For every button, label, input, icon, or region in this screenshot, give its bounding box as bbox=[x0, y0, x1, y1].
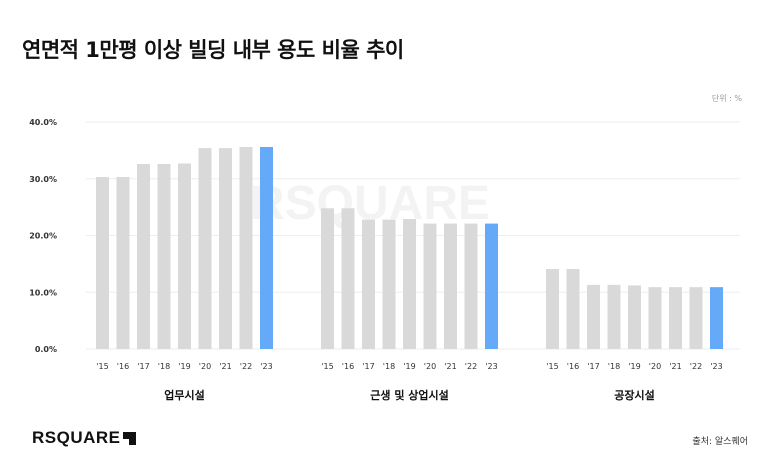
group-label: 근생 및 상업시설 bbox=[370, 388, 449, 402]
group-label: 업무시설 bbox=[164, 388, 204, 402]
x-tick-label: '19 bbox=[178, 362, 190, 371]
x-tick-label: '22 bbox=[240, 362, 252, 371]
x-tick-label: '20 bbox=[424, 362, 436, 371]
bar bbox=[689, 287, 703, 349]
x-tick-label: '21 bbox=[669, 362, 681, 371]
bar bbox=[546, 268, 559, 349]
x-tick-label: '15 bbox=[96, 362, 108, 371]
bar bbox=[219, 148, 232, 349]
x-tick-label: '16 bbox=[117, 362, 129, 371]
x-tick-label: '18 bbox=[383, 362, 395, 371]
bar bbox=[382, 219, 396, 349]
x-tick-label: '23 bbox=[260, 362, 272, 371]
bar bbox=[423, 223, 437, 349]
y-tick-label: 10.0% bbox=[29, 288, 57, 297]
x-tick-label: '21 bbox=[219, 362, 231, 371]
bar bbox=[628, 285, 641, 349]
x-tick-label: '15 bbox=[321, 362, 333, 371]
logo-text: RSQUARE bbox=[32, 428, 121, 447]
x-tick-label: '22 bbox=[465, 362, 477, 371]
y-tick-label: 40.0% bbox=[29, 118, 57, 127]
bar bbox=[178, 163, 191, 349]
bar bbox=[321, 208, 334, 349]
x-tick-label: '18 bbox=[608, 362, 620, 371]
x-tick-label: '16 bbox=[342, 362, 354, 371]
x-tick-label: '17 bbox=[137, 362, 149, 371]
x-tick-label: '17 bbox=[587, 362, 599, 371]
x-tick-label: '20 bbox=[649, 362, 661, 371]
x-tick-label: '21 bbox=[444, 362, 456, 371]
x-tick-label: '23 bbox=[485, 362, 497, 371]
bar bbox=[403, 219, 416, 349]
x-tick-label: '22 bbox=[690, 362, 702, 371]
logo-mark-icon bbox=[122, 431, 136, 445]
bar bbox=[96, 177, 109, 349]
unit-label: 단위 : % bbox=[711, 94, 742, 103]
bar bbox=[648, 287, 662, 349]
bar bbox=[464, 223, 478, 349]
x-tick-label: '19 bbox=[628, 362, 640, 371]
bar bbox=[710, 287, 723, 349]
group-label: 공장시설 bbox=[614, 388, 654, 402]
bar bbox=[444, 223, 457, 349]
chart-title: 연면적 1만평 이상 빌딩 내부 용도 비율 추이 bbox=[22, 38, 404, 62]
y-tick-label: 30.0% bbox=[29, 175, 57, 184]
x-tick-label: '16 bbox=[567, 362, 579, 371]
bar bbox=[157, 163, 171, 349]
x-tick-label: '15 bbox=[546, 362, 558, 371]
bar bbox=[566, 268, 580, 349]
bar bbox=[341, 208, 355, 349]
bar bbox=[137, 163, 150, 349]
y-tick-label: 0.0% bbox=[35, 345, 57, 354]
bar bbox=[198, 148, 212, 349]
x-tick-label: '20 bbox=[199, 362, 211, 371]
bar bbox=[607, 284, 621, 349]
x-tick-label: '17 bbox=[362, 362, 374, 371]
source-label: 출처: 알스퀘어 bbox=[692, 437, 748, 447]
rsquare-logo: RSQUARE bbox=[32, 428, 136, 448]
bar bbox=[260, 146, 273, 349]
bar bbox=[485, 223, 498, 349]
bar bbox=[669, 287, 682, 349]
bar bbox=[239, 146, 253, 349]
y-tick-label: 20.0% bbox=[29, 232, 57, 241]
x-tick-label: '18 bbox=[158, 362, 170, 371]
x-tick-label: '19 bbox=[403, 362, 415, 371]
bar bbox=[116, 177, 130, 349]
bar bbox=[362, 219, 375, 349]
bar bbox=[587, 284, 600, 349]
x-tick-label: '23 bbox=[710, 362, 722, 371]
